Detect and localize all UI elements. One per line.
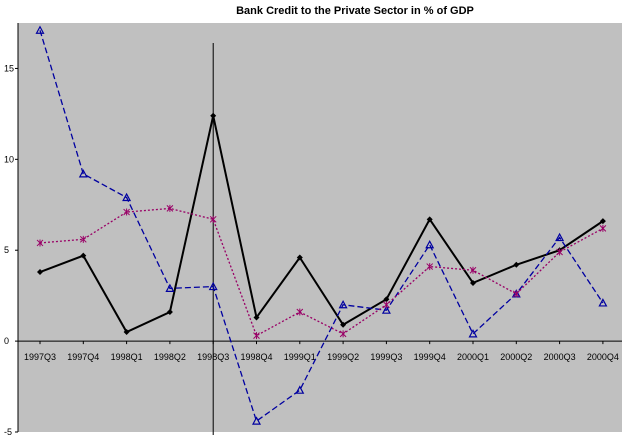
series-2-marker xyxy=(208,281,218,291)
y-tick-label: 15 xyxy=(4,63,14,73)
x-tick-label: 2000Q3 xyxy=(544,352,576,362)
series-1-marker xyxy=(513,261,520,268)
series-2-marker xyxy=(555,232,565,242)
x-tick-label: 2000Q1 xyxy=(457,352,489,362)
series-3-marker xyxy=(296,308,304,316)
y-tick-label: 5 xyxy=(4,245,9,255)
series-1-line xyxy=(39,115,604,334)
series-1-marker xyxy=(426,216,433,223)
series-2-marker xyxy=(165,283,175,292)
series-2-line xyxy=(39,30,604,423)
y-tick-label: 0 xyxy=(4,336,9,346)
series-3-marker xyxy=(512,290,520,298)
y-tick-label: 10 xyxy=(4,154,14,164)
series-3-marker xyxy=(339,330,347,338)
series-3-marker xyxy=(426,263,434,271)
series-2-marker xyxy=(338,299,348,309)
series-2-marker xyxy=(425,240,435,249)
x-tick-label: 1997Q3 xyxy=(24,352,56,362)
series-3-line xyxy=(39,207,604,337)
series-2-marker xyxy=(35,25,45,34)
x-tick-label: 1999Q3 xyxy=(370,352,402,362)
x-tick-label: 1998Q2 xyxy=(154,352,186,362)
series-1-marker xyxy=(296,254,303,261)
x-tick-label: 1998Q1 xyxy=(111,352,143,362)
x-tick-label: 2000Q4 xyxy=(587,352,619,362)
series-3-marker xyxy=(599,224,607,232)
series-1-marker xyxy=(37,269,43,276)
chart-title: Bank Credit to the Private Sector in % o… xyxy=(236,5,474,17)
x-tick-label: 1998Q4 xyxy=(240,352,272,362)
series-3-marker xyxy=(253,332,260,340)
series-3-marker xyxy=(166,204,174,212)
series-2-marker xyxy=(78,169,88,178)
series-1-marker xyxy=(599,218,606,225)
series-2-marker xyxy=(251,416,262,425)
series-3-marker xyxy=(209,215,217,223)
series-2-marker xyxy=(598,298,608,307)
series-2-marker xyxy=(468,329,478,338)
y-tick-label: -5 xyxy=(4,427,12,435)
series-1-marker xyxy=(123,329,130,336)
series-1-marker xyxy=(253,314,260,321)
series-2-marker xyxy=(122,192,132,202)
series-2-marker xyxy=(381,305,391,314)
series-1-marker xyxy=(80,252,87,259)
series-3-marker xyxy=(556,248,563,256)
series-1-marker xyxy=(210,112,217,119)
series-1-marker xyxy=(166,309,173,316)
series-1-marker xyxy=(340,321,347,328)
x-tick-label: 2000Q2 xyxy=(500,352,532,362)
series-3-marker xyxy=(36,239,44,247)
x-tick-label: 1999Q2 xyxy=(327,352,359,362)
series-1-marker xyxy=(383,296,390,303)
x-tick-label: 1999Q4 xyxy=(414,352,446,362)
x-tick-label: 1997Q4 xyxy=(67,352,99,362)
series-3-marker xyxy=(79,235,87,243)
plot-area xyxy=(18,23,622,432)
x-tick-label: 1999Q1 xyxy=(284,352,316,362)
series-2-marker xyxy=(295,385,305,394)
series-3-marker xyxy=(383,301,390,309)
series-3-marker xyxy=(123,208,130,216)
series-1-marker xyxy=(470,279,476,286)
series-3-marker xyxy=(469,266,477,274)
